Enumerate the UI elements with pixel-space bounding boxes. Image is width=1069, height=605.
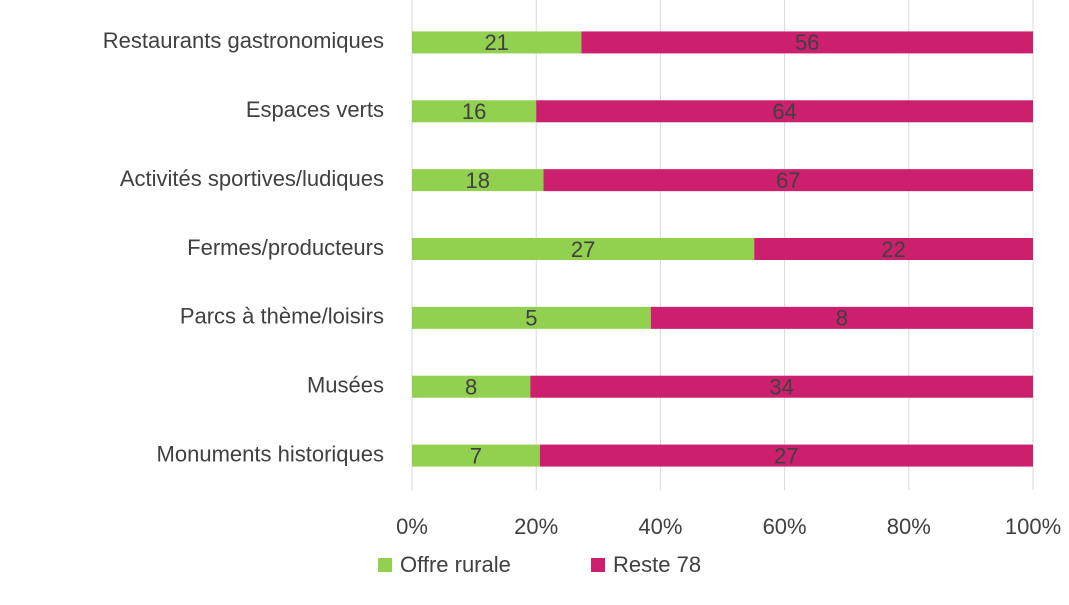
- data-label: 7: [470, 443, 482, 468]
- data-label: 22: [881, 237, 905, 262]
- data-label: 67: [776, 168, 800, 193]
- y-tick-label: Espaces verts: [246, 97, 384, 122]
- bar-segment: [650, 306, 1033, 329]
- data-label: 27: [571, 237, 595, 262]
- x-tick-label: 40%: [638, 514, 682, 539]
- x-tick-label: 0%: [396, 514, 428, 539]
- legend-label: Offre rurale: [400, 552, 511, 577]
- data-label: 64: [772, 99, 796, 124]
- data-label: 8: [836, 306, 848, 331]
- bar-segment: [412, 100, 537, 123]
- legend-swatch: [378, 558, 392, 572]
- data-label: 18: [466, 168, 490, 193]
- x-tick-label: 20%: [514, 514, 558, 539]
- legend-label: Reste 78: [613, 552, 701, 577]
- data-label: 5: [525, 306, 537, 331]
- bar-segment: [530, 375, 1033, 398]
- bar-segment: [412, 444, 540, 467]
- y-tick-label: Activités sportives/ludiques: [120, 166, 384, 191]
- y-tick-label: Restaurants gastronomiques: [103, 28, 384, 53]
- bar-segment: [412, 306, 651, 329]
- y-tick-label: Monuments historiques: [157, 441, 384, 466]
- bar-segment: [412, 31, 582, 54]
- data-label: 16: [462, 99, 486, 124]
- bar-segment: [539, 444, 1033, 467]
- bar-segment: [412, 238, 755, 260]
- data-label: 34: [769, 375, 793, 400]
- bar-segment: [543, 169, 1033, 192]
- y-tick-label: Parcs à thème/loisirs: [180, 304, 384, 329]
- data-label: 56: [795, 30, 819, 55]
- y-tick-label: Fermes/producteurs: [187, 235, 384, 260]
- bar-segment: [754, 238, 1033, 260]
- x-tick-label: 100%: [1005, 514, 1061, 539]
- bar-segment: [412, 169, 544, 192]
- data-label: 21: [484, 30, 508, 55]
- data-label: 8: [465, 375, 477, 400]
- bar-segment: [412, 375, 531, 398]
- data-label: 27: [774, 443, 798, 468]
- bar-segment: [536, 100, 1033, 123]
- legend-swatch: [591, 558, 605, 572]
- x-tick-label: 80%: [887, 514, 931, 539]
- y-tick-label: Musées: [307, 373, 384, 398]
- x-tick-label: 60%: [763, 514, 807, 539]
- bar-segment: [581, 31, 1033, 54]
